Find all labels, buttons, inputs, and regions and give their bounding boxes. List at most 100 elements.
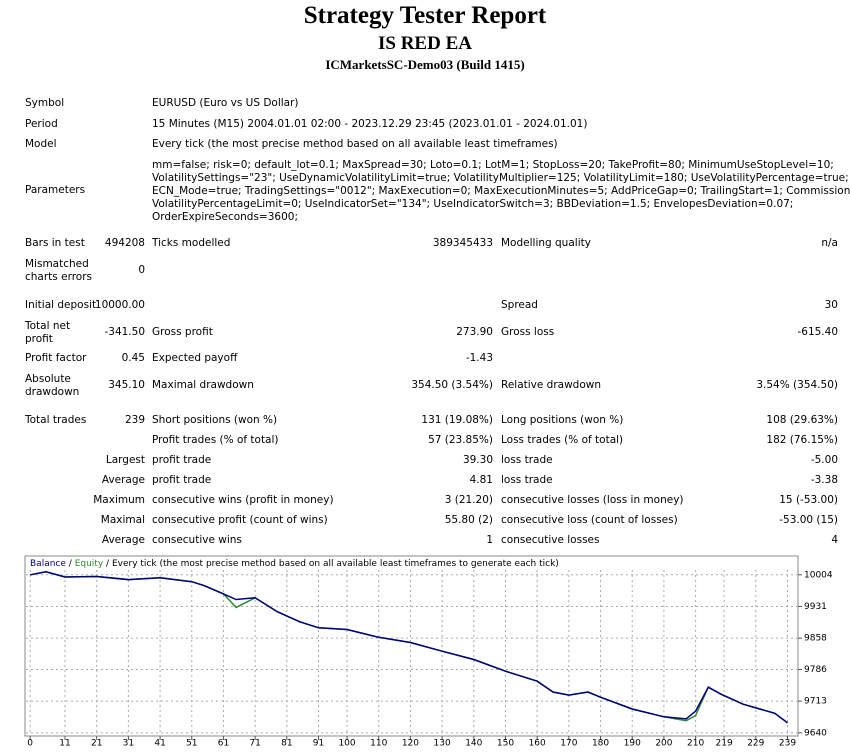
legend-separator: / <box>69 559 73 569</box>
x-tick-label: 210 <box>687 739 704 749</box>
info-value: Every tick (the most precise method base… <box>152 138 558 150</box>
stat-label: Spread <box>501 299 538 311</box>
x-tick-label: 71 <box>249 739 260 749</box>
stat-label: Total trades <box>25 414 87 426</box>
stat-value: Maximal <box>100 514 145 526</box>
x-tick-label: 160 <box>529 739 546 749</box>
stat-value: -615.40 <box>797 326 838 338</box>
stat-value: 0.45 <box>121 352 145 364</box>
stat-label: Bars in test <box>25 237 85 249</box>
x-tick-label: 41 <box>154 739 165 749</box>
legend-note: Every tick (the most precise method base… <box>112 559 559 569</box>
legend-equity: Equity <box>75 559 104 569</box>
x-tick-label: 31 <box>123 739 134 749</box>
stat-label: profit trade <box>152 474 212 486</box>
stat-value: 389345433 <box>432 237 493 249</box>
x-tick-label: 229 <box>747 739 764 749</box>
stat-value: 239 <box>124 414 145 426</box>
x-tick-label: 130 <box>434 739 451 749</box>
y-tick-label: 10004 <box>804 570 833 580</box>
stat-label: consecutive losses <box>501 534 600 546</box>
stat-value: -1.43 <box>465 352 493 364</box>
stat-value: Largest <box>105 454 145 466</box>
info-value: OrderExpireSeconds=3600; <box>152 211 298 223</box>
x-tick-label: 170 <box>560 739 577 749</box>
legend-bg <box>26 557 516 569</box>
stat-label: Maximal drawdown <box>152 379 254 391</box>
y-tick-label: 9640 <box>804 728 827 738</box>
x-tick-label: 51 <box>186 739 197 749</box>
chart-frame <box>24 555 799 737</box>
stat-value: 55.80 (2) <box>444 514 493 526</box>
stat-value: 3 (21.20) <box>444 494 493 506</box>
x-tick-label: 110 <box>370 739 387 749</box>
stat-value: -5.00 <box>810 454 838 466</box>
stat-label: Long positions (won %) <box>501 414 624 426</box>
stat-value: 3.54% (354.50) <box>756 379 838 391</box>
legend-separator: / <box>106 559 110 569</box>
legend-balance: Balance <box>30 559 66 569</box>
info-label: Parameters <box>25 184 86 196</box>
stat-value: Average <box>101 474 145 486</box>
stat-label: loss trade <box>501 454 553 466</box>
stat-value: 57 (23.85%) <box>428 434 493 446</box>
stat-value: -3.38 <box>810 474 838 486</box>
stat-label: Short positions (won %) <box>152 414 278 426</box>
x-tick-label: 91 <box>313 739 324 749</box>
report-title: Strategy Tester Report <box>303 2 547 29</box>
x-tick-label: 100 <box>338 739 355 749</box>
stat-value: 345.10 <box>108 379 145 391</box>
stat-label: Total net profit <box>25 320 71 345</box>
x-tick-label: 190 <box>624 739 641 749</box>
y-tick-label: 9713 <box>804 697 827 707</box>
stat-label: Profit factor <box>25 352 87 364</box>
stat-label: Initial deposit <box>25 299 97 311</box>
stat-value: 182 (76.15%) <box>766 434 838 446</box>
stat-label: loss trade <box>501 474 553 486</box>
info-label: Symbol <box>25 97 65 109</box>
y-tick-label: 9786 <box>804 665 827 675</box>
stat-label: consecutive losses (loss in money) <box>501 494 684 506</box>
info-value: EURUSD (Euro vs US Dollar) <box>152 97 299 109</box>
report-build: ICMarketsSC-Demo03 (Build 1415) <box>325 57 525 72</box>
stat-value: 354.50 (3.54%) <box>411 379 493 391</box>
info-value: VolatilityPercentageLimit=0; UseIndicato… <box>152 198 794 210</box>
stat-value: 131 (19.08%) <box>421 414 493 426</box>
stat-label: Ticks modelled <box>152 237 231 249</box>
x-tick-label: 120 <box>402 739 419 749</box>
x-tick-label: 61 <box>218 739 229 749</box>
info-label: Period <box>25 118 58 130</box>
stat-label: consecutive wins <box>152 534 242 546</box>
stat-value: 0 <box>138 264 145 276</box>
stat-label: Modelling quality <box>501 237 591 249</box>
x-tick-label: 180 <box>592 739 609 749</box>
series-line <box>30 571 788 724</box>
info-value: mm=false; risk=0; default_lot=0.1; MaxSp… <box>152 159 834 171</box>
x-tick-label: 239 <box>779 739 796 749</box>
stat-value: 494208 <box>104 237 145 249</box>
stat-value: Average <box>101 534 145 546</box>
stat-value: 4.81 <box>469 474 493 486</box>
stat-label: Absolute drawdown <box>25 373 80 398</box>
legend: Balance / Equity / Every tick (the most … <box>30 559 559 569</box>
stat-value: 15 (-53.00) <box>779 494 838 506</box>
stat-value: Maximum <box>93 494 145 506</box>
stat-label: Expected payoff <box>152 352 238 364</box>
info-value: VolatilitySettings="23"; UseDynamicVolat… <box>152 172 849 184</box>
info-value: 15 Minutes (M15) 2004.01.01 02:00 - 2023… <box>152 118 588 130</box>
x-tick-label: 11 <box>59 739 70 749</box>
stat-value: 108 (29.63%) <box>766 414 838 426</box>
x-tick-label: 200 <box>655 739 672 749</box>
stat-label: Profit trades (% of total) <box>152 434 279 446</box>
stat-label: Relative drawdown <box>501 379 602 391</box>
stat-value: 30 <box>824 299 838 311</box>
x-tick-label: 0 <box>27 739 33 749</box>
x-tick-label: 150 <box>497 739 514 749</box>
stat-label: Mismatched charts errors <box>25 258 92 283</box>
stat-value: 39.30 <box>462 454 493 466</box>
stat-label: consecutive wins (profit in money) <box>152 494 334 506</box>
x-tick-label: 219 <box>716 739 733 749</box>
stat-value: 10000.00 <box>94 299 145 311</box>
